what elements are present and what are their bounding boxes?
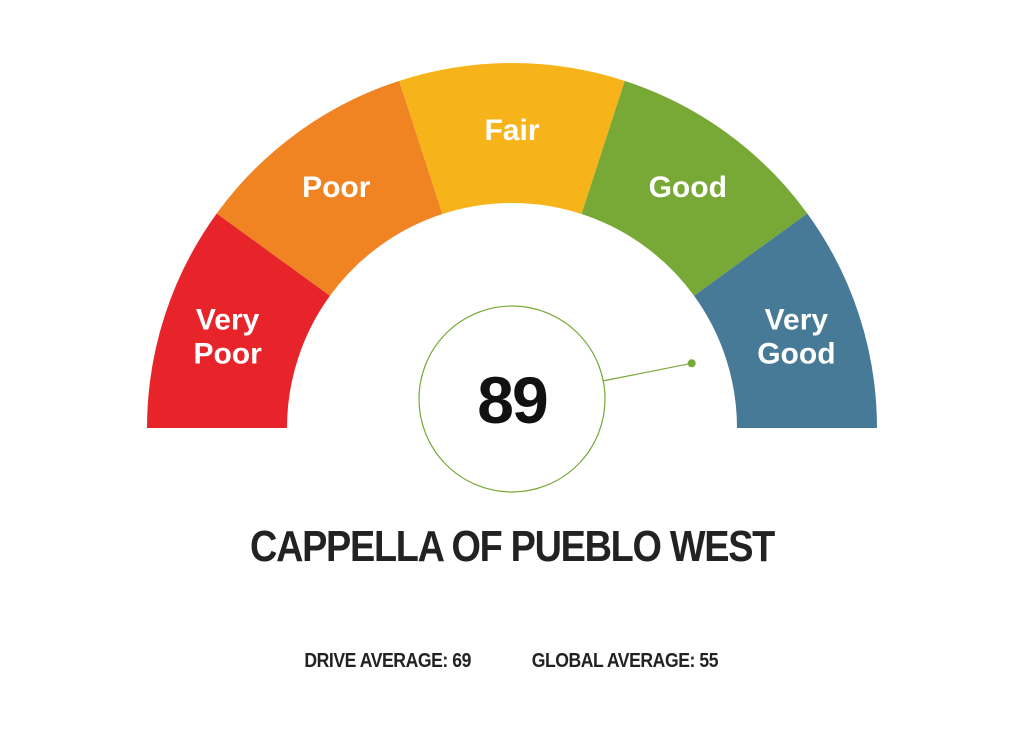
global-average-label: GLOBAL AVERAGE:: [531, 650, 696, 672]
drive-average-label: DRIVE AVERAGE:: [304, 650, 449, 672]
band-fair: [399, 63, 625, 215]
pointer-dot: [687, 359, 696, 368]
score-circle: [418, 305, 606, 493]
facility-name: CAPPELLA OF PUEBLO WEST: [250, 522, 775, 571]
pointer-line: [603, 362, 692, 382]
band-label-very-poor: Very Poor: [193, 304, 262, 371]
band-label-good: Good: [649, 171, 727, 204]
band-label-poor: Poor: [302, 171, 371, 204]
drive-average-value: 69: [452, 650, 472, 672]
band-good: [581, 80, 808, 296]
band-poor: [216, 80, 443, 296]
global-average: GLOBAL AVERAGE: 55: [531, 650, 719, 673]
gauge-chart: Very Poor Poor Fair Good Very Good 89: [147, 63, 877, 493]
band-very-good: [694, 213, 877, 428]
global-average-value: 55: [699, 650, 718, 672]
band-very-poor: [147, 213, 330, 428]
band-label-very-good: Very Good: [757, 304, 835, 371]
band-label-fair: Fair: [484, 114, 539, 147]
score-value: 89: [477, 363, 547, 437]
drive-average: DRIVE AVERAGE: 69: [305, 650, 472, 673]
averages-row: DRIVE AVERAGE: 69 GLOBAL AVERAGE: 55: [0, 650, 1024, 673]
